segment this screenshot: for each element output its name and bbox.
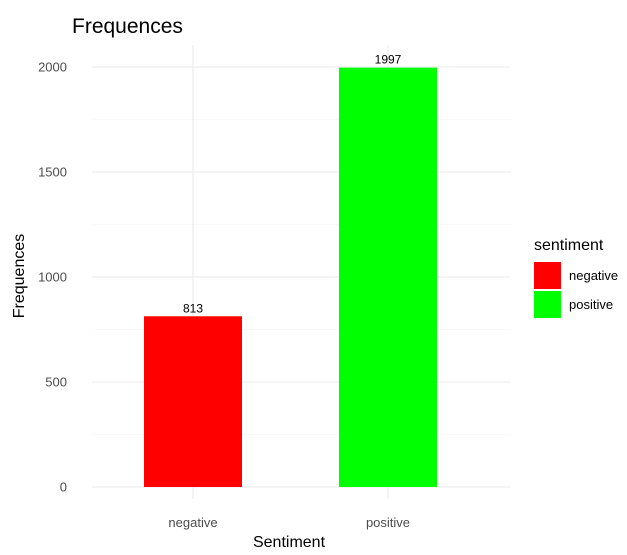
bar-positive	[339, 67, 437, 487]
y-tick-label: 1000	[38, 270, 67, 285]
legend-key-positive	[534, 291, 561, 318]
y-tick-label: 0	[60, 480, 67, 495]
x-tick-label: positive	[366, 515, 410, 530]
legend-key-negative	[534, 262, 561, 289]
y-tick-label: 500	[45, 375, 67, 390]
bar-negative	[144, 316, 242, 487]
x-tick-label: negative	[168, 515, 217, 530]
data-label-positive: 1997	[375, 53, 402, 67]
legend-items: negative positive	[534, 262, 618, 318]
x-axis-ticks: negative positive	[168, 515, 410, 530]
y-tick-label: 2000	[38, 60, 67, 75]
data-labels: 813 1997	[183, 53, 402, 316]
legend-label-negative: negative	[569, 268, 618, 283]
y-axis-title: Frequences	[11, 234, 28, 319]
legend-label-positive: positive	[569, 297, 613, 312]
legend: sentiment negative positive	[534, 237, 618, 318]
y-tick-label: 1500	[38, 165, 67, 180]
chart-title: Frequences	[72, 15, 183, 38]
bars	[144, 67, 437, 487]
legend-title: sentiment	[534, 237, 604, 254]
data-label-negative: 813	[183, 301, 203, 315]
y-axis-ticks: 0 500 1000 1500 2000	[38, 60, 67, 495]
x-axis-title: Sentiment	[253, 534, 326, 550]
